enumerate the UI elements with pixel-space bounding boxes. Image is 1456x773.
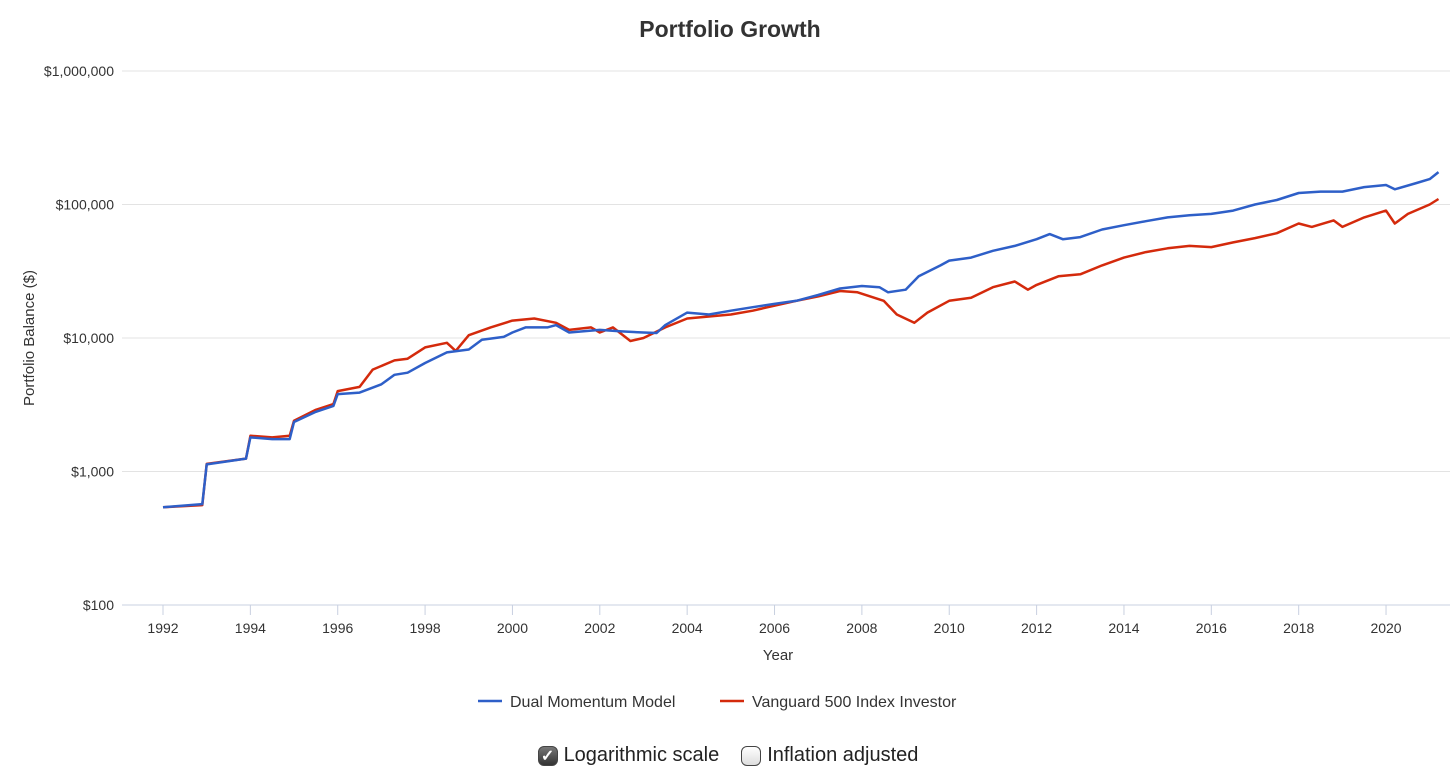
x-tick-label: 1998: [410, 620, 441, 636]
legend-item[interactable]: Dual Momentum Model: [478, 694, 675, 711]
chart-options: ✓ Logarithmic scale Inflation adjusted: [0, 744, 1456, 767]
x-axis-label: Year: [763, 647, 793, 664]
inflation-adjusted-label: Inflation adjusted: [767, 744, 919, 766]
y-axis-label: Portfolio Balance ($): [21, 270, 38, 406]
y-tick-label: $100: [83, 597, 114, 613]
x-tick-label: 2012: [1021, 620, 1052, 636]
y-tick-label: $1,000: [71, 464, 114, 480]
x-tick-label: 2016: [1196, 620, 1227, 636]
legend-label: Dual Momentum Model: [510, 694, 675, 711]
legend-item[interactable]: Vanguard 500 Index Investor: [720, 694, 957, 711]
logarithmic-scale-label: Logarithmic scale: [563, 744, 720, 766]
x-tick-label: 1992: [147, 620, 178, 636]
checkbox-unchecked-icon[interactable]: [741, 745, 762, 766]
y-tick-label: $10,000: [63, 330, 114, 346]
y-tick-label: $100,000: [56, 197, 115, 213]
x-tick-label: 2020: [1370, 620, 1401, 636]
legend-label: Vanguard 500 Index Investor: [752, 694, 957, 711]
x-tick-label: 2010: [934, 620, 965, 636]
series-line-dual-momentum-model: [162, 171, 1440, 509]
x-tick-label: 2006: [759, 620, 790, 636]
x-tick-label: 1996: [322, 620, 353, 636]
chart-title: Portfolio Growth: [639, 16, 820, 42]
inflation-adjusted-checkbox[interactable]: Inflation adjusted: [741, 744, 918, 767]
x-tick-label: 2004: [672, 620, 703, 636]
y-tick-label: $1,000,000: [44, 63, 114, 79]
x-tick-label: 2002: [584, 620, 615, 636]
logarithmic-scale-checkbox[interactable]: ✓ Logarithmic scale: [537, 744, 720, 767]
x-tick-label: 1994: [235, 620, 266, 636]
x-tick-label: 2000: [497, 620, 528, 636]
portfolio-growth-chart: Portfolio Growth $100 $1,000 $10,000 $100,0…: [21, 16, 1450, 711]
checkbox-checked-icon[interactable]: ✓: [537, 745, 558, 766]
x-tick-label: 2008: [846, 620, 877, 636]
x-tick-label: 2018: [1283, 620, 1314, 636]
series-line-vanguard-500-index-investor: [162, 197, 1440, 509]
x-tick-label: 2014: [1108, 620, 1139, 636]
